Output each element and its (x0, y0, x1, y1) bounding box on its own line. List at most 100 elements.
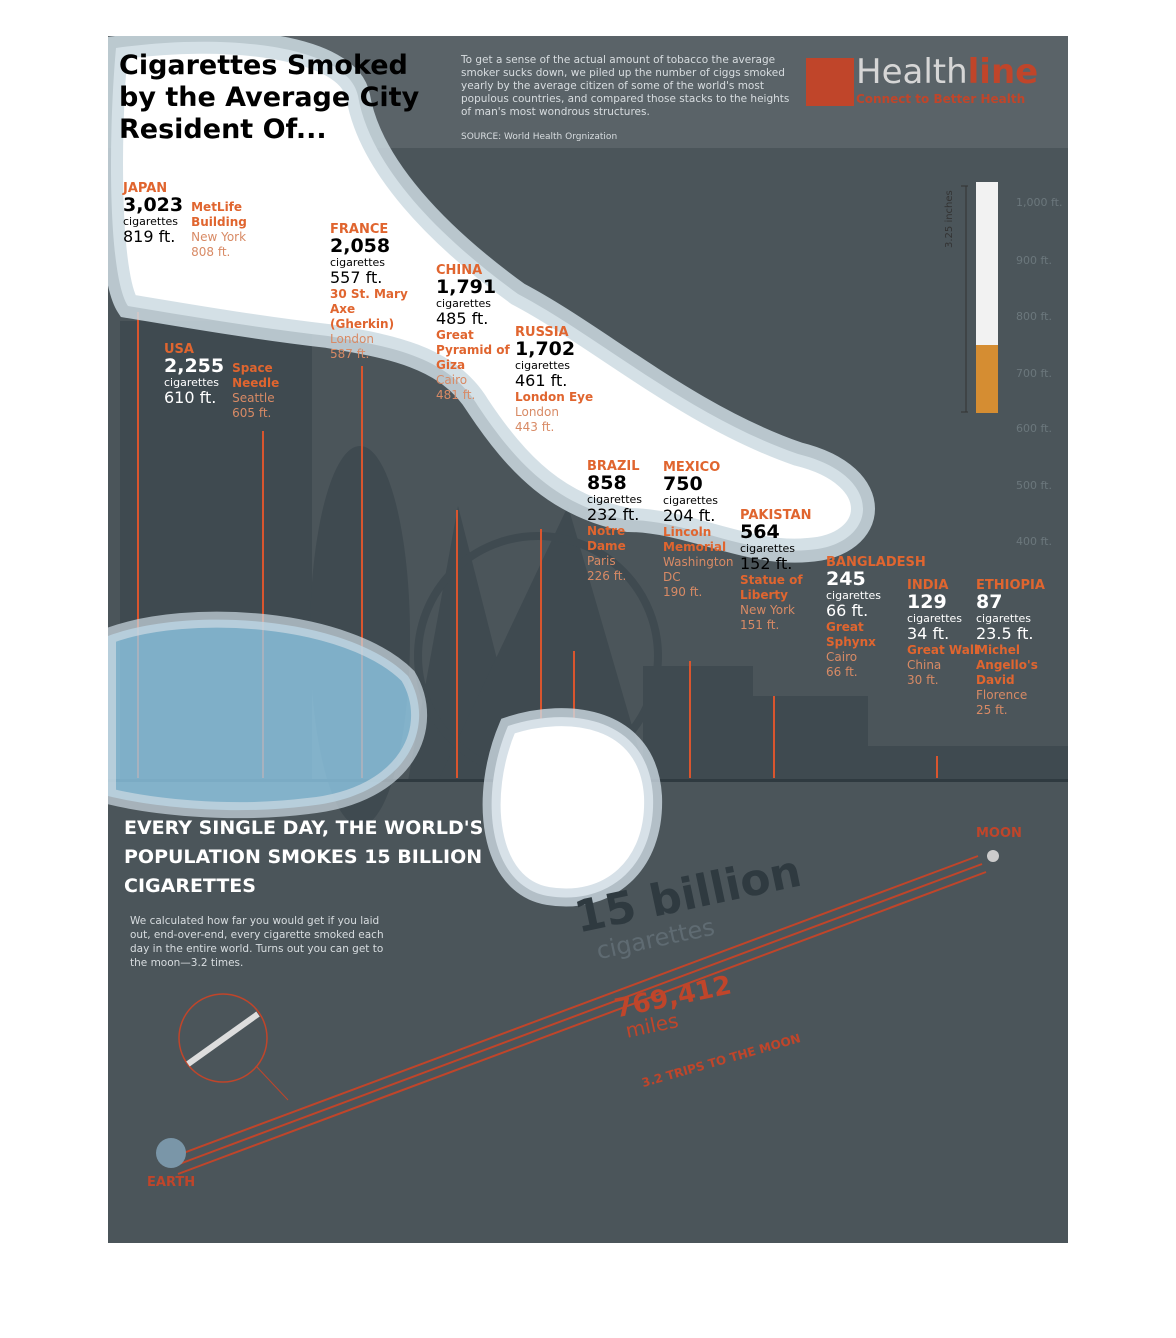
landmark: MetLife Building New York 808 ft. (191, 200, 271, 260)
landmark-location: London (515, 405, 559, 419)
country-main: RUSSIA 1,702 cigarettes 461 ft. (515, 326, 595, 390)
country-block: JAPAN 3,023 cigarettes 819 ft. MetLife Build… (123, 182, 271, 260)
stack-height: 23.5 ft. (976, 624, 1034, 643)
source: SOURCE: World Health Orgnization (461, 132, 618, 142)
country-name: JAPAN (123, 181, 168, 196)
landmark-location: Seattle (232, 391, 275, 405)
country-block: BRAZIL 858 cigarettes 232 ft. Notre Dame Pari… (587, 460, 667, 584)
stack-height: 485 ft. (436, 309, 489, 328)
landmark-name: Lincoln Memorial (663, 525, 727, 554)
earth (156, 1138, 186, 1168)
landmark-location: New York (191, 230, 247, 244)
earth-label: EARTH (147, 1175, 196, 1190)
unit-label: cigarettes (907, 612, 962, 625)
scale-tick: 700 ft. (1016, 367, 1052, 380)
unit-label: cigarettes (976, 612, 1031, 625)
scale-tick: 1,000 ft. (1016, 196, 1063, 209)
unit-label: cigarettes (515, 359, 570, 372)
infographic: Cigarettes Smoked by the Average City Re… (108, 36, 1068, 1243)
landmark-name: 30 St. Mary Axe (Gherkin) (330, 287, 408, 331)
country-name: CHINA (436, 263, 483, 278)
country-block: ETHIOPIA 87 cigarettes 23.5 ft. Michel Angel… (976, 579, 1056, 718)
scale-tick: 400 ft. (1016, 535, 1052, 548)
bottom-text: We calculated how far you would get if y… (130, 915, 384, 969)
landmark: Great Wall China 30 ft. (907, 643, 987, 688)
landmark: Space Needle Seattle 605 ft. (232, 361, 312, 421)
country-name: USA (164, 342, 194, 357)
cigarette-label: 3.25 inches (944, 190, 955, 248)
logo-part: Health (856, 52, 968, 92)
landmark-name: Statue of Liberty (740, 573, 803, 602)
unit-label: cigarettes (740, 542, 795, 555)
country-name: INDIA (907, 578, 949, 593)
stack-height: 461 ft. (515, 371, 568, 390)
landmark: Statue of Liberty New York 151 ft. (740, 573, 820, 633)
cigarette-count: 564 (740, 521, 780, 543)
cigarette-filter (976, 345, 998, 413)
stack-height: 557 ft. (330, 268, 383, 287)
landmark: Notre Dame Paris 226 ft. (587, 524, 667, 584)
landmark-name: Great Sphynx (826, 620, 876, 649)
landmark-location: China (907, 658, 942, 672)
highlight-blob (482, 708, 663, 907)
landmark-location: Paris (587, 554, 616, 568)
zoom-circle (178, 993, 268, 1083)
bracket (961, 185, 968, 413)
landmark: London Eye London 443 ft. (515, 390, 595, 435)
landmark-height: 481 ft. (436, 388, 476, 402)
logo-part: line (967, 52, 1039, 92)
landmark-name: Michel Angello's David (976, 643, 1038, 687)
moon (987, 850, 999, 862)
landmark-location: Washington DC (663, 555, 734, 584)
stack-height: 232 ft. (587, 505, 640, 524)
illustration (108, 36, 1068, 1175)
country-block: MEXICO 750 cigarettes 204 ft. Lincoln Memori… (663, 461, 743, 600)
stack-height: 152 ft. (740, 554, 793, 573)
scale-tick: 900 ft. (1016, 254, 1052, 267)
cigarette-count: 1,791 (436, 276, 497, 298)
landmark-height: 25 ft. (976, 703, 1008, 717)
highlight-blob (108, 611, 428, 819)
landmark-name: MetLife Building (191, 200, 247, 229)
skyline (120, 321, 1068, 826)
landmark-location: London (330, 332, 374, 346)
country-block: FRANCE 2,058 cigarettes 557 ft. 30 St. Mary … (330, 223, 410, 362)
unit-label: cigarettes (436, 297, 491, 310)
landmark: Lincoln Memorial Washington DC 190 ft. (663, 525, 743, 600)
landmark-height: 226 ft. (587, 569, 627, 583)
landmark-height: 443 ft. (515, 420, 555, 434)
unit-label: cigarettes (123, 215, 178, 228)
highlight-blob (108, 36, 875, 563)
landmark-height: 808 ft. (191, 245, 231, 259)
landmark: Great Pyramid of Giza Cairo 481 ft. (436, 328, 516, 403)
country-block: INDIA 129 cigarettes 34 ft. Great Wall China 3… (907, 579, 987, 688)
landmark-location: Cairo (436, 373, 468, 387)
landmark: Great Sphynx Cairo 66 ft. (826, 620, 926, 680)
scale-tick: 800 ft. (1016, 310, 1052, 323)
country-main: JAPAN 3,023 cigarettes 819 ft. (123, 182, 183, 246)
country-main: CHINA 1,791 cigarettes 485 ft. (436, 264, 516, 328)
logo-icon (806, 58, 854, 106)
landmark-location: New York (740, 603, 795, 617)
description: To get a sense of the actual amount of t… (461, 54, 790, 118)
landmark: 30 St. Mary Axe (Gherkin) London 587 ft. (330, 287, 410, 362)
stack-height: 66 ft. (826, 601, 869, 620)
bottom-headline: EVERY SINGLE DAY, THE WORLD'S POPULATION… (124, 817, 484, 897)
unit-label: cigarettes (587, 493, 642, 506)
landmark-height: 605 ft. (232, 406, 272, 420)
cigarette-count: 245 (826, 568, 866, 590)
country-main: FRANCE 2,058 cigarettes 557 ft. (330, 223, 410, 287)
moon-lines (169, 855, 987, 1175)
country-name: BRAZIL (587, 459, 640, 474)
unit-label: cigarettes (164, 376, 219, 389)
scale-tick: 600 ft. (1016, 422, 1052, 435)
logo: Healthline (856, 52, 1038, 92)
country-main: BANGLADESH 245 cigarettes 66 ft. (826, 556, 926, 620)
cigarette-icon (186, 1011, 260, 1067)
country-block: BANGLADESH 245 cigarettes 66 ft. Great Sphyn… (826, 556, 926, 680)
landmark-location: Cairo (826, 650, 858, 664)
unit-label: cigarettes (330, 256, 385, 269)
landmark-name: Notre Dame (587, 524, 626, 553)
unit-label: cigarettes (826, 589, 881, 602)
